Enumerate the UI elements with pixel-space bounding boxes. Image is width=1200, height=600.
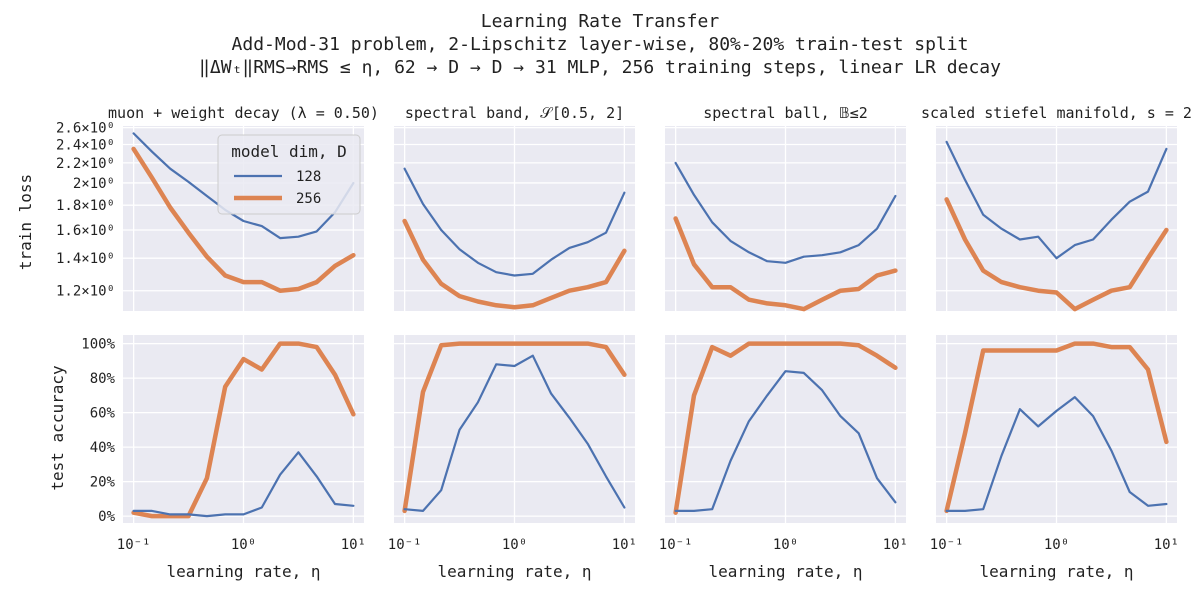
panel-title-4: scaled stiefel manifold, s = 2	[921, 104, 1192, 122]
panel-1: muon + weight decay (λ = 0.50) 1.2×10⁰ 1.4…	[56, 104, 379, 581]
series-line-256	[131, 146, 356, 293]
axes-train-2	[394, 126, 635, 311]
series-line-128	[674, 370, 897, 512]
x-tick-label: 10⁰	[231, 537, 256, 553]
series-line-256	[673, 216, 898, 312]
x-axis-label: learning rate, η	[979, 562, 1133, 581]
figure-title-line-1: Learning Rate Transfer	[481, 11, 720, 32]
x-tick-label: 10⁰	[502, 537, 527, 553]
panel-title-2: spectral band, 𝒮[0.5, 2]	[405, 104, 624, 122]
series-line-128	[403, 167, 626, 277]
legend-box	[217, 134, 361, 215]
legend-title: model dim, D	[231, 142, 347, 161]
x-tick-label: 10¹	[1154, 537, 1179, 553]
y-tick-label: 0%	[98, 509, 115, 525]
y-tick-label: 80%	[90, 371, 116, 387]
y-tick-label: 2.2×10⁰	[56, 156, 115, 172]
panel-title-3: spectral ball, 𝔹≤2	[703, 104, 868, 122]
y-tick-label: 20%	[90, 475, 116, 491]
row-label-train-loss: train loss	[16, 174, 35, 270]
x-axis-label: learning rate, η	[437, 562, 591, 581]
y-tick-label: 2.6×10⁰	[56, 121, 115, 137]
x-axis-label: learning rate, η	[166, 562, 320, 581]
series-line-256	[673, 341, 898, 515]
axes-test-3: 10⁻¹ 10⁰ 10¹ learning rate, η	[659, 335, 908, 581]
series-line-128	[132, 451, 355, 518]
panel-2: spectral band, 𝒮[0.5, 2] 10⁻¹ 10⁰ 10¹ learni…	[388, 104, 637, 581]
y-tick-label: 1.2×10⁰	[56, 284, 115, 300]
panel-4: scaled stiefel manifold, s = 2 10⁻¹ 10⁰ 10¹…	[921, 104, 1192, 581]
y-tick-label: 60%	[90, 406, 116, 422]
series-line-128	[945, 396, 1168, 512]
panels: muon + weight decay (λ = 0.50) 1.2×10⁰ 1.4…	[56, 104, 1192, 581]
y-tick-label: 1.4×10⁰	[56, 251, 115, 267]
axes-test-4: 10⁻¹ 10⁰ 10¹ learning rate, η	[930, 335, 1179, 581]
series-line-256	[944, 341, 1169, 514]
series-line-128	[403, 354, 626, 512]
y-tick-label: 1.8×10⁰	[56, 198, 115, 214]
y-tick-label: 40%	[90, 440, 116, 456]
legend-label-256: 256	[296, 191, 321, 207]
x-tick-label: 10⁻¹	[388, 537, 422, 553]
y-tick-label: 2.4×10⁰	[56, 138, 115, 154]
x-tick-label: 10⁻¹	[117, 537, 151, 553]
axes-test-1: 0% 20% 40% 60% 80% 100% 10⁻¹ 10⁰ 10¹ learning rat…	[81, 335, 366, 581]
axes-train-3	[665, 126, 906, 312]
panel-title-1: muon + weight decay (λ = 0.50)	[108, 104, 379, 122]
figure-title: Learning Rate Transfer Add-Mod-31 proble…	[199, 11, 1001, 78]
x-tick-label: 10⁻¹	[930, 537, 964, 553]
series-line-256	[944, 197, 1169, 312]
x-tick-label: 10⁻¹	[659, 537, 693, 553]
x-tick-label: 10¹	[883, 537, 908, 553]
y-tick-label: 1.6×10⁰	[56, 223, 115, 239]
legend: model dim, D 128 256	[217, 134, 361, 215]
series-line-128	[132, 132, 355, 240]
series-line-256	[402, 341, 627, 514]
x-tick-label: 10⁰	[773, 537, 798, 553]
x-tick-label: 10¹	[341, 537, 366, 553]
x-tick-label: 10¹	[612, 537, 637, 553]
series-line-256	[402, 218, 627, 310]
legend-label-128: 128	[296, 169, 321, 185]
panel-3: spectral ball, 𝔹≤2 10⁻¹ 10⁰ 10¹ learning rat…	[659, 104, 908, 581]
axes-train-4	[936, 126, 1177, 312]
y-tick-label: 2×10⁰	[73, 176, 115, 192]
axes-test-2: 10⁻¹ 10⁰ 10¹ learning rate, η	[388, 335, 637, 581]
series-line-256	[131, 341, 356, 519]
row-label-test-accuracy: test accuracy	[48, 365, 67, 491]
series-line-128	[945, 140, 1168, 260]
y-tick-label: 100%	[81, 337, 115, 353]
x-axis-label: learning rate, η	[708, 562, 862, 581]
figure-title-line-3: ‖ΔWₜ‖RMS→RMS ≤ η, 62 → D → D → 31 MLP, 2…	[199, 57, 1001, 78]
x-tick-label: 10⁰	[1044, 537, 1069, 553]
series-line-128	[674, 161, 897, 264]
figure-title-line-2: Add-Mod-31 problem, 2-Lipschitz layer-wi…	[232, 34, 969, 55]
